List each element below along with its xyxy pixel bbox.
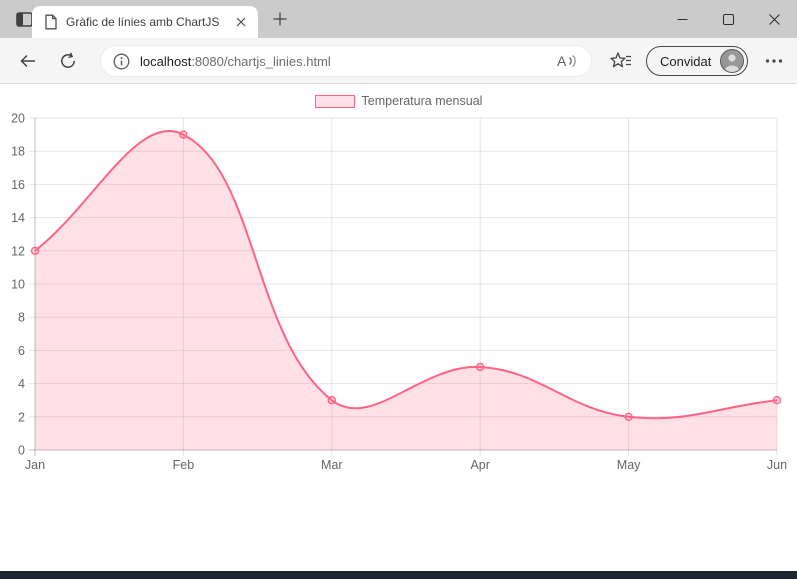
data-point[interactable] — [476, 362, 485, 372]
window-controls — [659, 0, 797, 38]
profile-label: Convidat — [660, 53, 712, 69]
refresh-icon — [61, 52, 75, 68]
y-tick-label: 2 — [18, 410, 25, 424]
data-point[interactable] — [772, 396, 782, 405]
tab-close-icon[interactable] — [232, 13, 250, 31]
y-tick-label: 14 — [11, 211, 25, 225]
avatar — [720, 49, 745, 73]
read-aloud-button[interactable]: A — [553, 49, 579, 73]
minimize-icon — [677, 18, 687, 20]
x-tick-label: May — [617, 458, 641, 472]
maximize-button[interactable] — [705, 0, 751, 38]
x-tick-label: Jun — [767, 458, 787, 472]
browser-toolbar: localhost:8080/chartjs_linies.html A Con… — [0, 38, 797, 84]
data-point[interactable] — [30, 246, 40, 256]
y-tick-label: 8 — [18, 311, 25, 325]
address-bar[interactable]: localhost:8080/chartjs_linies.html A — [100, 45, 592, 77]
series-area — [35, 131, 777, 450]
minimize-button[interactable] — [659, 0, 705, 38]
new-tab-button[interactable] — [268, 8, 292, 30]
tab-strip: Gràfic de línies amb ChartJS — [0, 0, 797, 38]
close-button[interactable] — [751, 0, 797, 38]
url-path: :8080/chartjs_linies.html — [191, 53, 331, 69]
chart-legend[interactable]: Temperatura mensual — [0, 94, 797, 108]
y-tick-label: 20 — [11, 112, 25, 126]
tab-actions-button[interactable] — [12, 8, 36, 30]
back-arrow-icon — [20, 54, 35, 68]
url-host: localhost — [140, 53, 192, 69]
y-tick-label: 16 — [11, 178, 25, 192]
back-button[interactable] — [12, 45, 44, 77]
vertical-tabs-icon — [15, 11, 33, 27]
y-tick-label: 18 — [11, 145, 25, 159]
browser-tab[interactable]: Gràfic de línies amb ChartJS — [32, 6, 258, 38]
axis-labels: 0 2 4 6 8 10 12 14 16 18 20 Jan Feb Mar Apr May Jun — [11, 112, 787, 473]
close-icon — [768, 13, 780, 25]
data-point[interactable] — [179, 130, 188, 139]
read-aloud-icon: A — [557, 53, 576, 69]
y-tick-label: 0 — [18, 444, 25, 458]
x-tick-label: Apr — [470, 458, 489, 472]
profile-button[interactable]: Convidat — [646, 46, 749, 76]
refresh-button[interactable] — [52, 45, 84, 77]
plus-icon — [273, 12, 287, 26]
page-content: Temperatura mensual 0 2 4 6 8 10 12 14 16 18 20 Jan… — [0, 84, 797, 571]
ellipsis-icon — [765, 59, 783, 63]
data-point[interactable] — [327, 396, 336, 405]
series-line — [34, 130, 778, 420]
y-tick-label: 12 — [11, 244, 25, 258]
data-point[interactable] — [624, 412, 633, 421]
legend-label: Temperatura mensual — [361, 94, 483, 108]
temperature-line-chart: 0 2 4 6 8 10 12 14 16 18 20 Jan Feb Mar Apr May Jun — [11, 112, 787, 473]
svg-text:A: A — [557, 53, 567, 69]
y-tick-label: 6 — [18, 344, 25, 358]
chart-grid — [29, 117, 778, 456]
taskbar-edge — [0, 571, 797, 579]
site-info-icon[interactable] — [113, 53, 130, 70]
x-tick-label: Jan — [25, 458, 45, 472]
maximize-icon — [722, 13, 734, 25]
tab-title: Gràfic de línies amb ChartJS — [66, 15, 220, 29]
x-tick-label: Feb — [173, 458, 195, 472]
url-text[interactable]: localhost:8080/chartjs_linies.html — [140, 54, 553, 69]
person-icon — [724, 54, 740, 72]
page-icon — [45, 14, 57, 30]
legend-swatch — [314, 94, 355, 108]
y-tick-label: 4 — [18, 377, 25, 391]
favorites-button[interactable] — [606, 47, 636, 75]
y-tick-label: 10 — [11, 278, 25, 292]
x-tick-label: Mar — [321, 458, 343, 472]
settings-menu-button[interactable] — [759, 47, 789, 75]
favorites-star-icon — [610, 52, 631, 68]
